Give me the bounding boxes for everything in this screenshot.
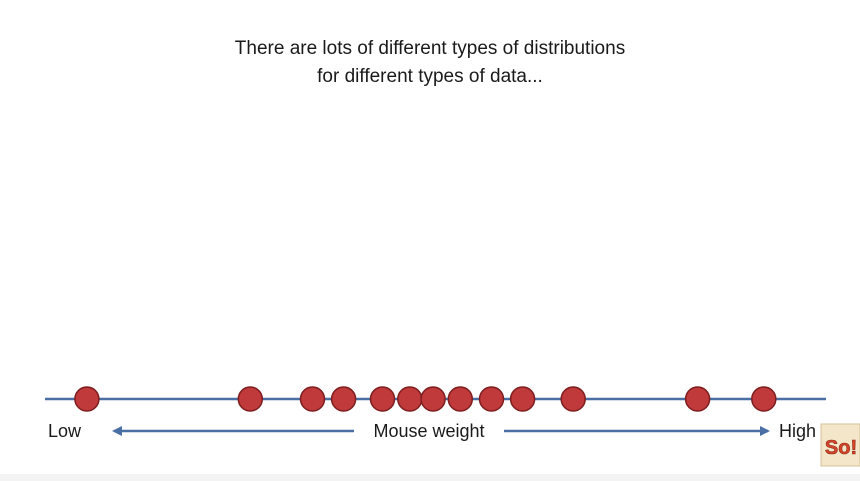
data-point-13 xyxy=(751,386,777,412)
data-point-12 xyxy=(684,386,711,412)
bottom-strip xyxy=(0,474,860,481)
data-point-1 xyxy=(74,386,100,412)
data-point-11 xyxy=(560,386,586,412)
slide-title-line-2: for different types of data... xyxy=(317,66,543,87)
slide-title-line-1: There are lots of different types of dis… xyxy=(234,38,626,59)
data-point-5 xyxy=(369,386,396,412)
data-point-9 xyxy=(478,386,505,412)
axis-high-label: High xyxy=(779,421,816,441)
data-point-8 xyxy=(447,386,474,412)
data-point-10 xyxy=(509,386,536,412)
data-point-3 xyxy=(299,386,326,412)
data-point-4 xyxy=(330,386,357,412)
axis-label: Mouse weight xyxy=(373,421,484,441)
data-point-2 xyxy=(237,386,264,412)
logo-badge: So! xyxy=(820,423,860,467)
data-point-7 xyxy=(420,386,446,412)
data-points xyxy=(74,386,777,412)
axis-low-label: Low xyxy=(48,421,82,441)
logo-text: So! xyxy=(825,437,857,459)
data-point-6 xyxy=(397,386,423,412)
